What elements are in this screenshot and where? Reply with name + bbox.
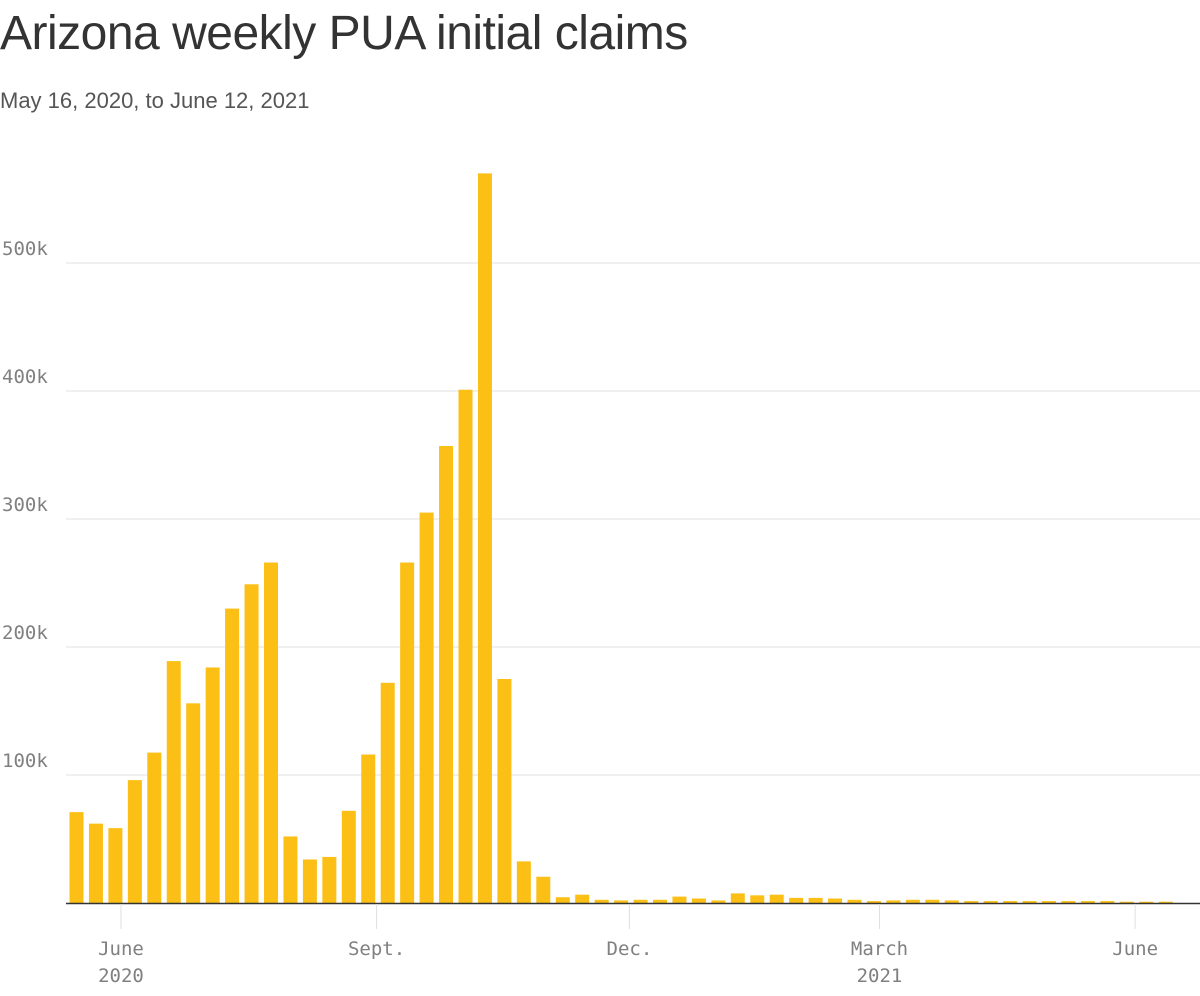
bars bbox=[69, 173, 1173, 904]
bar bbox=[108, 828, 123, 903]
bar bbox=[983, 901, 998, 903]
x-tick-label: Dec. bbox=[607, 938, 653, 960]
y-tick-label: 500k bbox=[2, 238, 48, 260]
bar bbox=[497, 679, 512, 903]
bar bbox=[750, 895, 765, 903]
bar bbox=[419, 512, 434, 903]
bar bbox=[633, 899, 648, 903]
bar bbox=[866, 901, 881, 903]
chart-title: Arizona weekly PUA initial claims bbox=[0, 7, 688, 60]
bar bbox=[925, 899, 940, 903]
bar bbox=[127, 780, 142, 903]
x-tick-label: March bbox=[851, 938, 908, 960]
bar bbox=[186, 703, 201, 903]
bar bbox=[964, 901, 979, 903]
bar bbox=[302, 859, 317, 903]
bar bbox=[672, 896, 687, 903]
bar bbox=[653, 899, 667, 903]
bar bbox=[341, 810, 356, 903]
bar bbox=[555, 897, 570, 903]
bar bbox=[1042, 901, 1056, 903]
bar bbox=[244, 584, 259, 903]
bar bbox=[1022, 901, 1037, 903]
bar bbox=[1080, 901, 1095, 903]
x-axis: June 2020 Sept. Dec. March 2021 June bbox=[66, 902, 1200, 987]
y-tick-label: 100k bbox=[2, 750, 48, 772]
bar bbox=[225, 608, 240, 903]
bar bbox=[808, 897, 823, 903]
bar bbox=[789, 897, 804, 903]
x-tick-year-label: 2020 bbox=[98, 965, 144, 987]
bar bbox=[594, 899, 609, 903]
bar bbox=[1139, 901, 1154, 903]
bar bbox=[847, 899, 862, 903]
bar bbox=[1119, 901, 1134, 903]
bar bbox=[361, 754, 376, 903]
bar bbox=[166, 661, 181, 903]
bar bbox=[477, 173, 492, 903]
bar bbox=[264, 562, 278, 903]
x-tick-label: June bbox=[1112, 938, 1158, 960]
bar bbox=[1100, 901, 1115, 903]
bar bbox=[828, 898, 843, 903]
bar bbox=[691, 898, 706, 903]
bar bbox=[575, 894, 590, 903]
bar bbox=[1158, 901, 1173, 903]
bar bbox=[400, 562, 415, 903]
bar bbox=[439, 446, 454, 903]
y-tick-label: 300k bbox=[2, 494, 48, 516]
bar bbox=[711, 900, 726, 903]
bar bbox=[730, 893, 745, 903]
bar bbox=[458, 389, 473, 904]
bar bbox=[944, 900, 959, 903]
bar bbox=[380, 682, 395, 903]
bar bbox=[614, 900, 629, 903]
bar bbox=[69, 812, 84, 903]
bar bbox=[283, 836, 298, 903]
chart-subtitle: May 16, 2020, to June 12, 2021 bbox=[0, 88, 310, 113]
bar bbox=[905, 899, 920, 903]
x-tick-year-label: 2021 bbox=[857, 965, 903, 987]
x-tick-label: June bbox=[98, 938, 144, 960]
bar bbox=[88, 823, 103, 903]
bar bbox=[147, 752, 162, 903]
y-tick-label: 400k bbox=[2, 366, 48, 388]
bar bbox=[322, 856, 337, 903]
y-axis-labels: 100k 200k 300k 400k 500k bbox=[2, 238, 48, 772]
bar bbox=[1003, 901, 1018, 903]
bar bbox=[769, 894, 784, 903]
bar bbox=[516, 861, 531, 903]
bar bbox=[205, 667, 220, 903]
bar bbox=[886, 900, 901, 903]
x-tick-label: Sept. bbox=[348, 938, 405, 960]
bar bbox=[536, 876, 551, 903]
bar bbox=[1061, 901, 1076, 903]
y-tick-label: 200k bbox=[2, 622, 48, 644]
